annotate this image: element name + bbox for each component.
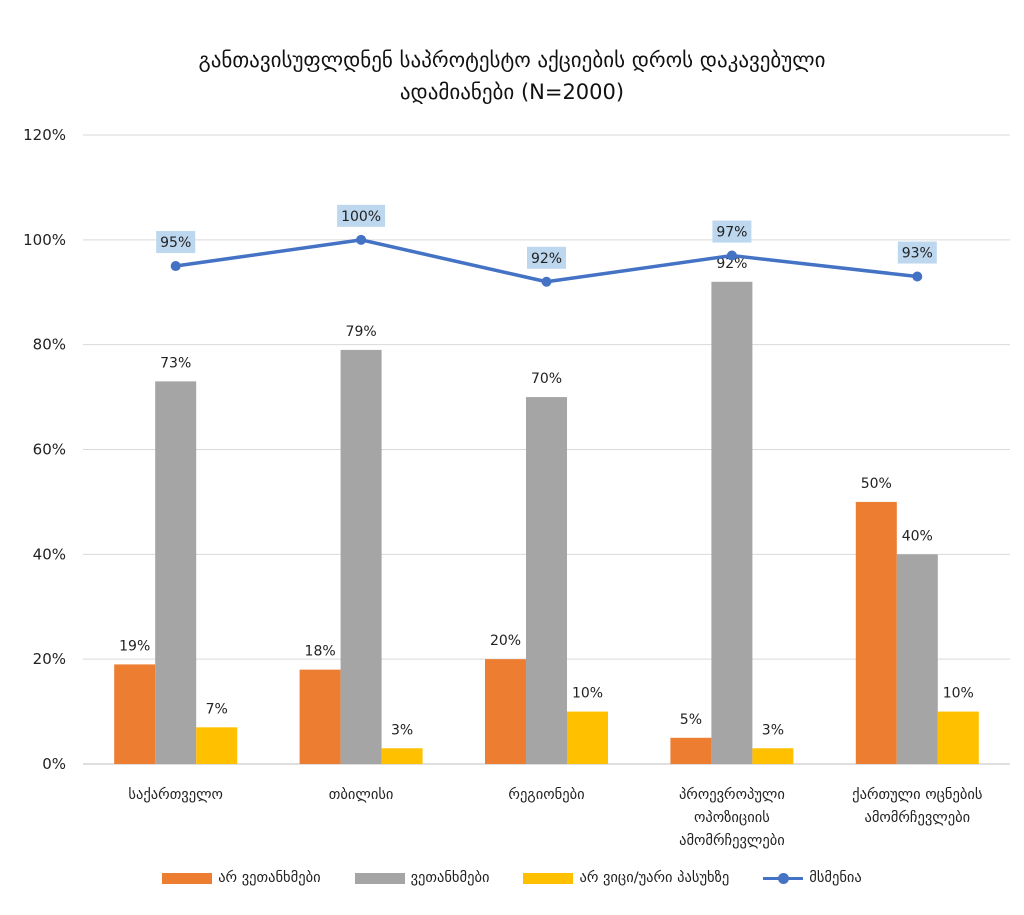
x-tick-label: თბილისი [329,787,394,803]
data-label: 3% [391,722,413,738]
bar [299,669,341,764]
line-data-label: 100% [341,209,381,225]
data-label: 18% [305,644,336,660]
bar [855,501,897,764]
bar [752,748,794,764]
legend-label-dont-know: არ ვიცი/უარი პასუხზე [579,870,730,886]
y-tick-label: 20% [33,650,66,668]
bar [567,711,608,764]
bar [196,727,238,764]
line-label-bg [527,246,566,269]
data-label: 79% [346,324,377,340]
bar [526,397,567,764]
line-data-label: 95% [160,235,191,251]
legend-swatch-heard [763,872,804,884]
legend-swatch-dont-know [523,872,574,884]
legend-label-agree: ვეთანხმები [410,870,490,886]
x-tick-label: პროევროპული [679,786,785,803]
data-label: 92% [716,256,747,272]
legend-item-heard: მსმენია [763,870,862,886]
line-label-bg [897,241,937,264]
bar [670,737,712,764]
data-label: 73% [160,355,191,371]
y-tick-label: 60% [33,441,66,459]
y-tick-label: 120% [23,126,66,144]
y-tick-label: 0% [42,755,66,773]
line-label-bg [156,231,196,254]
x-tick-label: ამომრჩევლები [864,809,970,826]
bar [114,664,156,764]
line-point [726,250,737,261]
data-label: 50% [861,476,892,492]
y-tick-label: 100% [23,231,66,249]
bar [381,748,423,764]
y-tick-label: 80% [33,336,66,354]
data-label: 10% [572,686,603,702]
legend-swatch-disagree [162,872,213,884]
legend-item-disagree: არ ვეთანხმები [162,870,321,886]
data-label: 10% [943,686,974,702]
data-label: 20% [490,633,521,649]
line-data-label: 97% [716,225,747,241]
data-label: 7% [206,701,228,717]
line-point [912,271,923,282]
line-point [170,261,181,272]
chart-legend: არ ვეთანხმები ვეთანხმები არ ვიცი/უარი პა… [0,870,1024,886]
line-data-label: 92% [531,251,562,267]
x-tick-label: ქართული ოცნების [852,786,982,803]
bar [485,659,526,764]
bar [340,349,382,764]
bar [155,381,197,764]
x-tick-label: ოპოზიციის [694,810,770,826]
data-label: 70% [531,371,562,387]
y-tick-label: 40% [33,545,66,563]
legend-swatch-agree [354,872,405,884]
bar [896,554,938,764]
legend-item-agree: ვეთანხმები [354,870,490,886]
data-label: 19% [119,638,150,654]
line-point [541,276,552,287]
line-label-bg [337,204,386,227]
legend-item-dont-know: არ ვიცი/უარი პასუხზე [523,870,729,886]
chart-title: განთავისუფლდნენ საპროტესტო აქციების დროს… [0,44,1024,108]
x-tick-label: რეგიონები [508,786,584,803]
data-label: 3% [762,722,784,738]
legend-label-heard: მსმენია [809,870,862,886]
bar [711,281,753,764]
bar [937,711,979,764]
x-tick-label: საქართველო [128,786,223,803]
line-point [356,234,367,245]
data-label: 40% [902,528,933,544]
chart-title-line-2: ადამიანები (N=2000) [399,80,625,104]
x-tick-label: ამომრჩევლები [679,832,785,849]
chart-title-line-1: განთავისუფლდნენ საპროტესტო აქციების დროს… [198,48,826,72]
legend-label-disagree: არ ვეთანხმები [218,870,321,886]
line-data-label: 93% [902,246,933,262]
line-label-bg [712,220,752,243]
data-label: 5% [680,712,702,728]
